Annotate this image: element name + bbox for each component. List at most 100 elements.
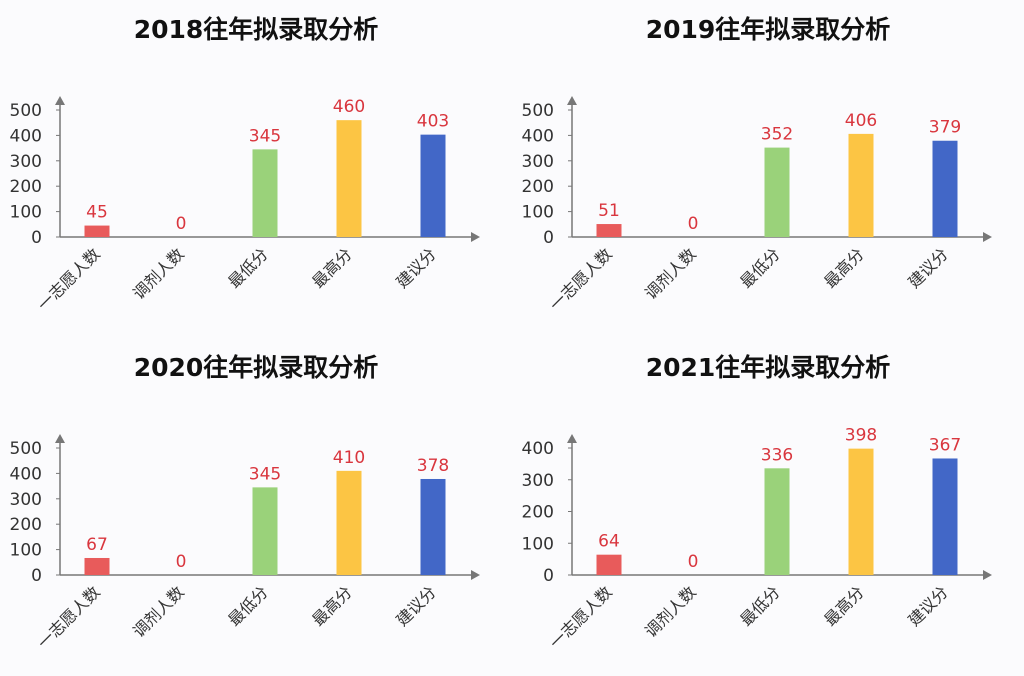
data-label: 352 <box>761 125 793 145</box>
data-label: 406 <box>845 111 877 131</box>
bar <box>596 224 622 237</box>
data-label: 378 <box>417 456 449 476</box>
bar <box>848 133 874 237</box>
y-tick-label: 300 <box>522 471 554 491</box>
bar <box>764 468 790 575</box>
bar <box>596 554 622 575</box>
y-tick-label: 300 <box>10 490 42 510</box>
x-tick-label: 调剂人数 <box>129 244 188 303</box>
data-label: 410 <box>333 448 365 468</box>
y-tick-label: 100 <box>522 203 554 223</box>
y-tick-label: 400 <box>522 126 554 146</box>
x-tick-label: 建议分 <box>904 244 951 291</box>
y-tick-label: 0 <box>31 566 42 586</box>
y-tick-label: 0 <box>31 228 42 248</box>
y-tick-label: 0 <box>543 566 554 586</box>
y-tick-label: 300 <box>10 152 42 172</box>
x-tick-label: 最高分 <box>308 244 355 291</box>
data-label: 403 <box>417 112 449 132</box>
chart-panel-2021: 2021往年拟录取分析 0 100 200 300 400 64 一志愿人数 0 调剂人数 336… <box>512 338 1024 676</box>
y-tick-label: 0 <box>543 228 554 248</box>
y-tick-label: 200 <box>522 177 554 197</box>
y-tick-label: 500 <box>522 101 554 121</box>
bar <box>84 225 110 237</box>
y-axis-arrow <box>55 96 65 105</box>
chart-panel-2019: 2019往年拟录取分析 0 100 200 300 400 500 51 一志愿人数 0 调剂人数… <box>512 0 1024 338</box>
x-tick-label: 最低分 <box>736 244 783 291</box>
data-label: 398 <box>845 426 877 446</box>
bar <box>420 478 446 575</box>
bar <box>420 134 446 237</box>
data-label: 64 <box>598 532 620 552</box>
bar-chart-svg: 010020030040064一志愿人数0调剂人数336最低分398最高分367… <box>522 426 992 652</box>
x-tick-label: 建议分 <box>392 244 439 291</box>
bar <box>764 147 790 237</box>
x-axis-arrow <box>471 570 480 580</box>
y-axis-arrow <box>567 434 577 443</box>
y-tick-label: 100 <box>10 203 42 223</box>
y-tick-label: 300 <box>522 152 554 172</box>
x-tick-label: 最高分 <box>820 244 867 291</box>
data-label: 345 <box>249 464 281 484</box>
bar <box>252 487 278 575</box>
data-label: 0 <box>176 214 187 234</box>
data-label: 336 <box>761 445 793 465</box>
data-label: 0 <box>688 552 699 572</box>
data-label: 45 <box>86 203 108 223</box>
x-tick-label: 建议分 <box>392 582 439 629</box>
x-tick-label: 一志愿人数 <box>546 244 616 314</box>
chart-title: 2018往年拟录取分析 <box>133 15 379 44</box>
data-label: 0 <box>688 214 699 234</box>
bar <box>336 120 362 237</box>
y-axis-arrow <box>567 96 577 105</box>
y-axis-arrow <box>55 434 65 443</box>
x-tick-label: 调剂人数 <box>641 582 700 641</box>
bar <box>932 458 958 575</box>
y-tick-label: 100 <box>522 534 554 554</box>
bar-chart-svg: 010020030040050045一志愿人数0调剂人数345最低分460最高分… <box>10 96 480 314</box>
x-tick-label: 最高分 <box>308 582 355 629</box>
data-label: 379 <box>929 118 961 138</box>
x-tick-label: 调剂人数 <box>641 244 700 303</box>
x-tick-label: 一志愿人数 <box>546 582 616 652</box>
bar <box>252 149 278 237</box>
y-tick-label: 100 <box>10 541 42 561</box>
y-tick-label: 400 <box>10 464 42 484</box>
x-axis-arrow <box>983 570 992 580</box>
x-tick-label: 一志愿人数 <box>34 582 104 652</box>
bar <box>932 140 958 237</box>
chart-panel-2020: 2020往年拟录取分析 0 100 200 300 400 500 67 一志愿人数 0 调剂人数… <box>0 338 512 676</box>
x-axis-arrow <box>983 232 992 242</box>
x-tick-label: 建议分 <box>904 582 951 629</box>
x-tick-label: 最低分 <box>224 582 271 629</box>
chart-panel-2018: 2018往年拟录取分析 0 100 200 300 400 500 45 一志愿人数 0 调剂人数… <box>0 0 512 338</box>
y-tick-label: 200 <box>10 177 42 197</box>
x-tick-label: 调剂人数 <box>129 582 188 641</box>
data-label: 67 <box>86 535 108 555</box>
bar <box>84 557 110 575</box>
data-label: 460 <box>333 97 365 117</box>
chart-title: 2020往年拟录取分析 <box>133 353 379 382</box>
bar-chart-svg: 010020030040050067一志愿人数0调剂人数345最低分410最高分… <box>10 434 480 652</box>
chart-title: 2019往年拟录取分析 <box>645 15 891 44</box>
data-label: 345 <box>249 126 281 146</box>
bar <box>336 470 362 575</box>
y-tick-label: 500 <box>10 101 42 121</box>
y-tick-label: 500 <box>10 439 42 459</box>
y-tick-label: 400 <box>522 439 554 459</box>
y-tick-label: 200 <box>522 503 554 523</box>
data-label: 0 <box>176 552 187 572</box>
y-tick-label: 400 <box>10 126 42 146</box>
data-label: 51 <box>598 201 620 221</box>
y-tick-label: 200 <box>10 515 42 535</box>
x-tick-label: 最低分 <box>224 244 271 291</box>
x-tick-label: 一志愿人数 <box>34 244 104 314</box>
data-label: 367 <box>929 435 961 455</box>
chart-title: 2021往年拟录取分析 <box>645 353 891 382</box>
bar-chart-svg: 010020030040050051一志愿人数0调剂人数352最低分406最高分… <box>522 96 992 314</box>
x-axis-arrow <box>471 232 480 242</box>
x-tick-label: 最低分 <box>736 582 783 629</box>
x-tick-label: 最高分 <box>820 582 867 629</box>
bar <box>848 448 874 575</box>
